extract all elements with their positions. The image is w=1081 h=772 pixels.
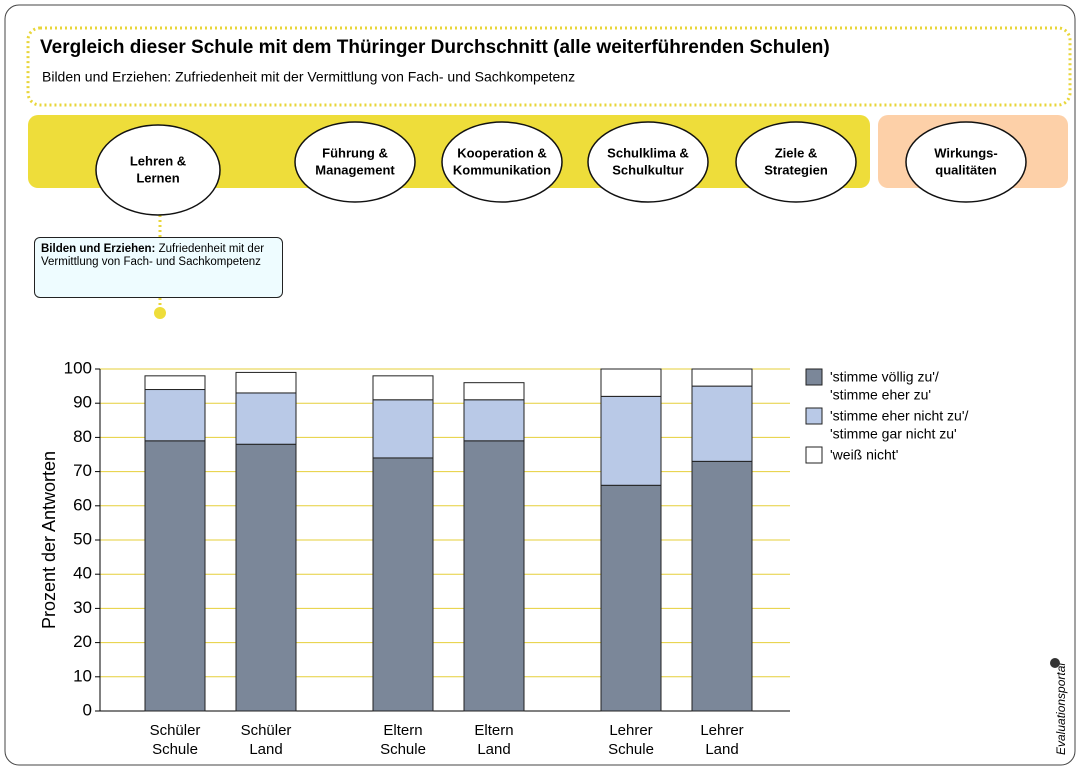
legend-label: 'weiß nicht' xyxy=(830,447,898,463)
nav-item xyxy=(441,121,563,203)
connector-dot xyxy=(154,307,166,319)
x-tick-label: Schule xyxy=(152,741,198,758)
legend-label: 'stimme völlig zu'/ xyxy=(830,369,939,385)
y-tick-label: 90 xyxy=(73,393,92,412)
bar-segment xyxy=(372,399,434,459)
x-tick-label: Eltern xyxy=(383,722,422,739)
x-tick-label: Lehrer xyxy=(609,722,652,739)
legend-label: 'stimme eher nicht zu'/ xyxy=(830,408,969,424)
nav-label: Schulklima & xyxy=(607,145,689,160)
bar-segment xyxy=(463,399,525,442)
info-box: Bilden und Erziehen: Zufriedenheit mit d… xyxy=(34,237,283,298)
nav-label: Kommunikation xyxy=(453,162,551,177)
x-tick-label: Land xyxy=(705,741,738,758)
nav-label: Lernen xyxy=(136,170,179,185)
legend-swatch xyxy=(805,407,823,425)
y-tick-label: 80 xyxy=(73,427,92,446)
y-tick-label: 60 xyxy=(73,495,92,514)
header-box xyxy=(26,26,1072,107)
bar-segment xyxy=(463,440,525,712)
nav-item xyxy=(735,121,857,203)
nav-label: Lehren & xyxy=(130,153,186,168)
y-tick-label: 30 xyxy=(73,598,92,617)
nav-label: qualitäten xyxy=(935,162,996,177)
bar-segment xyxy=(235,443,297,712)
x-tick-label: Schüler xyxy=(150,722,201,739)
nav-label: Führung & xyxy=(322,145,388,160)
bar-segment xyxy=(691,385,753,462)
bar-segment xyxy=(144,375,206,391)
nav-label: Schulkultur xyxy=(612,162,684,177)
x-tick-label: Eltern xyxy=(474,722,513,739)
bar-segment xyxy=(600,395,662,486)
x-tick-label: Schüler xyxy=(241,722,292,739)
legend-label: 'stimme gar nicht zu' xyxy=(830,426,957,442)
nav-item xyxy=(294,121,416,203)
y-tick-label: 20 xyxy=(73,632,92,651)
nav-item xyxy=(95,124,221,216)
title: Vergleich dieser Schule mit dem Thüringe… xyxy=(40,37,830,58)
y-tick-label: 0 xyxy=(83,700,92,719)
x-tick-label: Schule xyxy=(608,741,654,758)
info-text: Zufriedenheit mit der Vermittlung von Fa… xyxy=(41,243,265,268)
x-tick-label: Land xyxy=(249,741,282,758)
nav-item xyxy=(905,121,1027,203)
y-tick-label: 50 xyxy=(73,529,92,548)
nav-label: Kooperation & xyxy=(457,145,547,160)
bar-segment xyxy=(600,484,662,712)
info-bold: Bilden und Erziehen: xyxy=(41,243,156,255)
logo-icon xyxy=(1050,658,1060,668)
legend-swatch xyxy=(805,446,823,464)
y-tick-label: 70 xyxy=(73,461,92,480)
nav-label: Strategien xyxy=(764,162,828,177)
nav-label: Wirkungs- xyxy=(934,145,997,160)
y-axis-label: Prozent der Antworten xyxy=(39,451,59,629)
x-tick-label: Land xyxy=(477,741,510,758)
bar-segment xyxy=(372,457,434,712)
bar-segment xyxy=(144,389,206,442)
nav-label: Ziele & xyxy=(775,145,818,160)
bar-segment xyxy=(600,368,662,397)
x-tick-label: Schule xyxy=(380,741,426,758)
bar-segment xyxy=(691,460,753,712)
nav-label: Management xyxy=(315,162,395,177)
bar-segment xyxy=(691,368,753,387)
bar-segment xyxy=(463,382,525,401)
bar-segment xyxy=(144,440,206,712)
logo: Evaluationsportal xyxy=(1054,663,1068,755)
bar-segment xyxy=(372,375,434,401)
legend-label: 'stimme eher zu' xyxy=(830,387,931,403)
bar-segment xyxy=(235,392,297,445)
y-tick-label: 40 xyxy=(73,564,92,583)
subtitle: Bilden und Erziehen: Zufriedenheit mit d… xyxy=(42,69,575,85)
y-tick-label: 100 xyxy=(64,358,92,377)
y-tick-label: 10 xyxy=(73,666,92,685)
bar-segment xyxy=(235,371,297,394)
x-tick-label: Lehrer xyxy=(700,722,743,739)
nav-item xyxy=(587,121,709,203)
legend-swatch xyxy=(805,368,823,386)
